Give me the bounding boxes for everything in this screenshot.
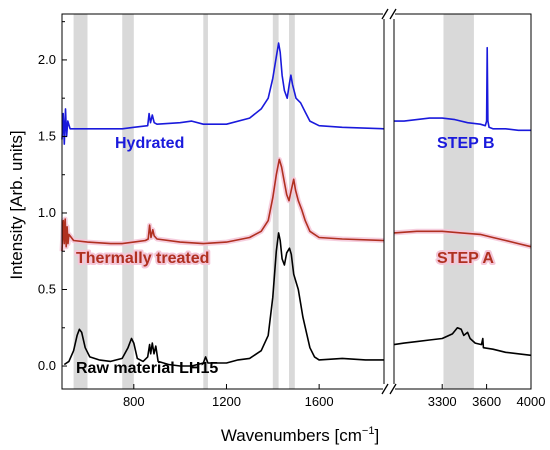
axis-break-slash [381, 383, 389, 395]
axis-break-marks [381, 8, 397, 395]
axis-break-gap [383, 9, 395, 19]
x-tick-label: 1600 [305, 394, 334, 409]
y-tick-label: 0.5 [38, 282, 56, 297]
shaded-band-5 [443, 14, 474, 389]
label-thermally-treated: Thermally treated [76, 250, 209, 267]
axis-break-slash [381, 8, 389, 20]
y-tick-label: 0.0 [38, 358, 56, 373]
label-step-b: STEP B [437, 135, 495, 152]
y-axis-label: Intensity [Arb. units] [7, 130, 26, 279]
x-axis-label: Wavenumbers [cm−1] [221, 425, 379, 445]
axis-break-slash [389, 383, 397, 395]
axis-break-slash [389, 8, 397, 20]
shaded-band-0 [73, 14, 88, 389]
x-axis-label-superscript: −1 [362, 425, 375, 437]
axis-break-gap [383, 384, 395, 394]
series-line-hydrated-left [61, 42, 385, 145]
series-line-raw-material-lh15-left [63, 232, 384, 367]
series-glow-thermally-treated-left [59, 156, 385, 252]
x-tick-label: 1200 [212, 394, 241, 409]
x-tick-label: 3300 [428, 394, 457, 409]
shaded-band-2 [203, 14, 208, 389]
y-tick-label: 1.0 [38, 205, 56, 220]
series-line-thermally-treated-right [393, 230, 532, 248]
series-line-raw-material-lh15-right [393, 327, 532, 357]
axis-ticks: 0.0 0.5 1.0 1.5 2.0 800 1200 1600 3300 3600 4000 [38, 21, 546, 409]
x-axis-label-suffix: ] [374, 426, 379, 445]
shaded-band-1 [122, 14, 134, 389]
label-step-a: STEP A [437, 250, 494, 267]
x-tick-label: 3600 [472, 394, 501, 409]
shaded-band-4 [289, 14, 295, 389]
label-raw-material: Raw material LH15 [76, 360, 218, 377]
label-hydrated: Hydrated [115, 135, 184, 152]
plot-frame-right [393, 13, 532, 390]
x-tick-label: 4000 [517, 394, 546, 409]
x-axis-label-main: Wavenumbers [cm [221, 426, 362, 445]
x-tick-label: 800 [123, 394, 145, 409]
series-line-hydrated-right [394, 46, 531, 132]
shaded-band-3 [272, 14, 279, 389]
y-tick-label: 2.0 [38, 52, 56, 67]
y-tick-label: 1.5 [38, 128, 56, 143]
series-layer [59, 42, 532, 367]
series-line-thermally-treated-left [61, 158, 385, 252]
plot-frame-left [61, 13, 385, 390]
shaded-bands [73, 14, 474, 389]
